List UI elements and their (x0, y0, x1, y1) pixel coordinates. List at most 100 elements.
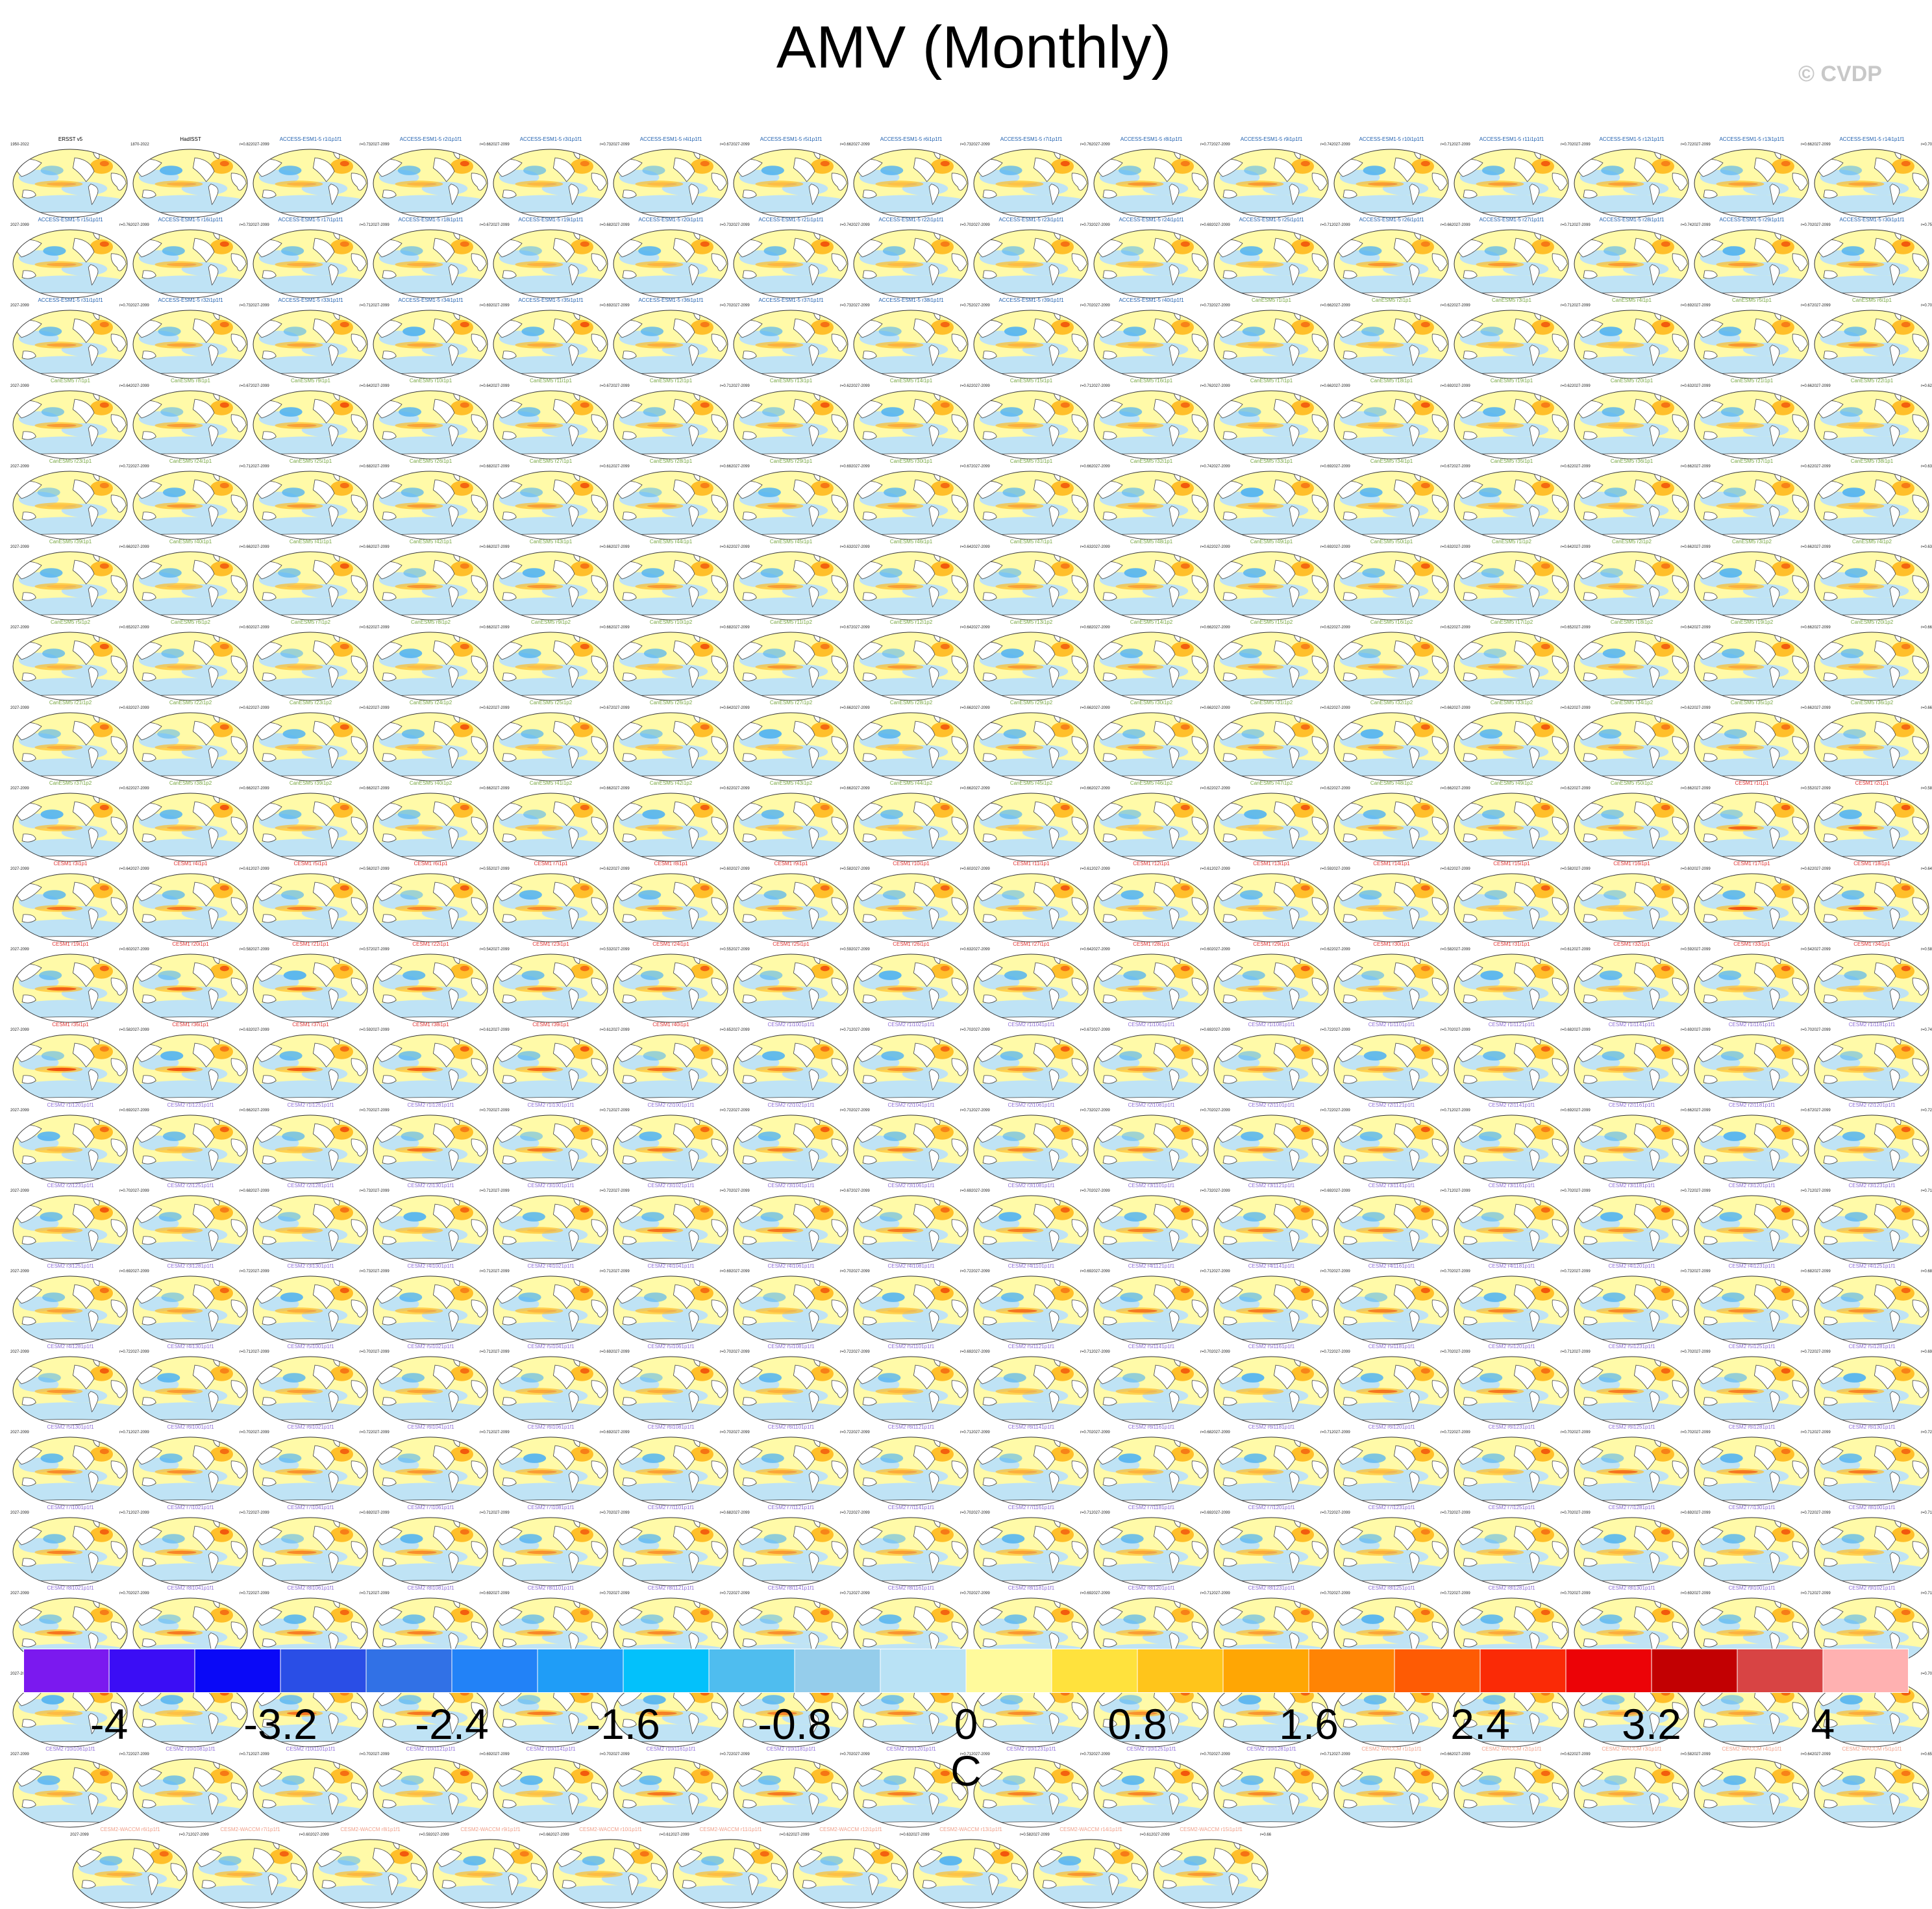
sst-pattern (972, 1275, 1089, 1346)
panel-years: 2027-2099 (1331, 1431, 1350, 1435)
panel-correlation: r=0.66 (1260, 1833, 1271, 1837)
sst-pattern (1813, 631, 1930, 702)
panel-years: 2027-2099 (731, 1028, 750, 1032)
panel-correlation: r=0.73 (240, 304, 251, 308)
panel-correlation: r=0.71 (480, 1189, 491, 1193)
colorbar-segment (538, 1649, 623, 1693)
panel-correlation: r=0.66 (840, 787, 851, 791)
panel-years: 2027-2099 (251, 143, 269, 147)
panel-correlation: r=0.69 (1681, 304, 1692, 308)
panel-correlation: r=0.62 (1441, 626, 1452, 630)
panel-years: 2027-2099 (731, 1270, 750, 1274)
panel-title: CESM2-WACCM r10i1p1f1 (551, 1827, 671, 1833)
map-plot (372, 1275, 489, 1346)
panel-title: ACCESS-ESM1-5 r14i1p1f1 (1812, 136, 1932, 143)
panel-correlation: r=0.70 (1441, 1270, 1452, 1274)
sst-pattern (252, 711, 369, 782)
panel-correlation: r=0.70 (119, 304, 130, 308)
sst-pattern (252, 470, 369, 541)
panel-correlation: r=0.64 (1561, 545, 1572, 549)
panel-title: ACCESS-ESM1-5 r18i1p1f1 (371, 217, 491, 223)
sst-pattern (1213, 1355, 1330, 1426)
sst-pattern (132, 148, 249, 219)
sst-pattern (732, 631, 849, 702)
panel-years: 2027-2099 (1692, 465, 1711, 469)
panel-title: CanESM5 r19i1p1 (1452, 378, 1572, 384)
sst-pattern (1453, 1194, 1570, 1265)
panel-years: 2027-2099 (1091, 706, 1110, 710)
map-plot (1453, 389, 1570, 460)
panel-years: 2027-2099 (1452, 545, 1470, 549)
panel-years: 2027-2099 (130, 223, 149, 227)
sst-pattern (1693, 309, 1810, 380)
sst-pattern (972, 711, 1089, 782)
sst-pattern (492, 1194, 609, 1265)
panel-correlation: r=0.76 (1200, 384, 1211, 388)
sst-pattern (132, 1516, 249, 1587)
panel-correlation: r=0.61 (1140, 1833, 1151, 1837)
panel-correlation: r=0.70 (720, 304, 731, 308)
sst-pattern (972, 389, 1089, 460)
map-plot (792, 1838, 909, 1909)
panel-correlation: r=0.69 (840, 465, 851, 469)
panel-title: CanESM5 r5i1p2 (10, 619, 130, 626)
map-plot (852, 1275, 969, 1346)
map-plot (1813, 953, 1930, 1024)
sst-pattern (852, 1033, 969, 1104)
panel-correlation: r=0.66 (1801, 706, 1812, 710)
sst-pattern (252, 148, 369, 219)
panel-correlation: r=0.63 (1921, 545, 1932, 549)
panel-correlation: r=0.69 (480, 304, 491, 308)
panel-title: CanESM5 r26i1p1 (371, 458, 491, 465)
panel-title: CanESM5 r10i1p2 (611, 619, 731, 626)
map-plot (1693, 1355, 1810, 1426)
sst-pattern (1213, 872, 1330, 943)
panel-years: 2027-2099 (1812, 465, 1831, 469)
panel-years: 2027-2099 (1331, 1028, 1350, 1032)
panel-title: CESM2 r1i1181p1f1 (1812, 1022, 1932, 1028)
sst-pattern (252, 389, 369, 460)
panel-title: CESM2 r1i1281p1f1 (371, 1102, 491, 1109)
panel-title: CanESM5 r10i1p1 (371, 378, 491, 384)
map-plot (372, 550, 489, 621)
sst-pattern (852, 1355, 969, 1426)
panel-title: ACCESS-ESM1-5 r40i1p1f1 (1091, 297, 1211, 304)
map-plot (132, 1516, 249, 1587)
panel-correlation: r=0.67 (240, 384, 251, 388)
colorbar-tick-label: -3.2 (216, 1699, 345, 1749)
panel-years: 2027-2099 (251, 867, 269, 871)
sst-pattern (732, 309, 849, 380)
panel-title: CESM2 r2i1121p1f1 (1331, 1102, 1452, 1109)
map-plot (1213, 1194, 1330, 1265)
colorbar-segment (195, 1649, 280, 1693)
map-plot (972, 550, 1089, 621)
map-plot (732, 1516, 849, 1587)
panel-correlation: r=0.70 (720, 1350, 731, 1354)
panel-years: 2027-2099 (1692, 1511, 1711, 1515)
panel-title: CanESM5 r42i1p1 (371, 539, 491, 545)
panel-years: 2027-2099 (10, 384, 29, 388)
panel-title: CESM2 r5i1041p1f1 (491, 1344, 611, 1350)
sst-pattern (372, 1114, 489, 1185)
panel-title: ACCESS-ESM1-5 r34i1p1f1 (371, 297, 491, 304)
panel-title: CanESM5 r45i1p1 (731, 539, 851, 545)
map-plot (1032, 1838, 1149, 1909)
